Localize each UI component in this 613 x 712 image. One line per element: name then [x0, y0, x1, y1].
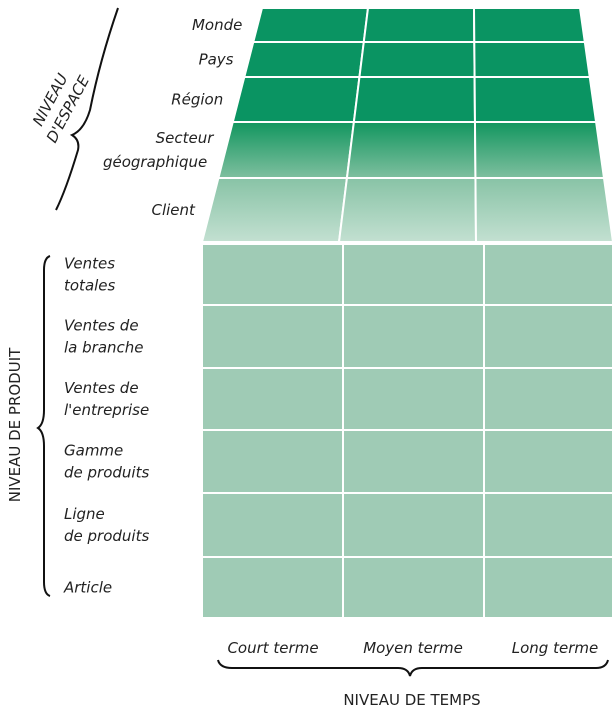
product-brace — [36, 255, 51, 597]
space-cell — [473, 41, 591, 78]
space-level-label: Client — [151, 201, 196, 219]
product-level-label: de produits — [64, 464, 149, 482]
product-level-label: de produits — [64, 527, 149, 545]
product-cell — [342, 556, 485, 619]
product-level-label: Article — [63, 579, 112, 597]
space-cell — [473, 121, 606, 179]
product-cell — [342, 367, 485, 431]
space-cell — [337, 177, 478, 243]
space-cell — [243, 41, 365, 78]
space-level-label: Région — [171, 91, 223, 109]
product-cell — [201, 556, 344, 619]
space-level-label: Monde — [192, 16, 242, 34]
product-level-label: Gamme — [64, 442, 123, 460]
time-level-label: Moyen terme — [363, 639, 463, 657]
product-level-label: Ventes de — [64, 317, 139, 335]
space-level-label: Secteur — [156, 129, 215, 147]
space-level-label: géographique — [103, 153, 207, 171]
time-level-label: Court terme — [227, 639, 318, 657]
product-cell — [342, 304, 485, 369]
time-axis-label: NIVEAU DE TEMPS — [343, 691, 480, 709]
product-cell — [201, 243, 344, 306]
product-level-label: Ventes de — [64, 379, 139, 397]
space-cell — [472, 7, 586, 43]
product-cell — [342, 243, 485, 306]
product-cell — [483, 243, 613, 306]
space-cell — [231, 76, 361, 123]
space-cell — [474, 177, 613, 243]
product-cell — [342, 492, 485, 558]
product-cell — [483, 492, 613, 558]
space-cell — [358, 41, 476, 78]
space-cell — [200, 177, 349, 243]
product-axis-label: NIVEAU DE PRODUIT — [6, 347, 24, 502]
space-cell — [362, 7, 476, 43]
product-cell — [483, 556, 613, 619]
time-level-label: Long terme — [512, 639, 598, 657]
product-level-label: l'entreprise — [64, 401, 149, 419]
product-cell — [342, 429, 485, 494]
time-brace — [217, 659, 609, 677]
product-level-label: Ligne — [64, 505, 105, 523]
space-brace — [55, 7, 119, 211]
product-level-label: la branche — [64, 339, 144, 357]
product-cell — [201, 429, 344, 494]
product-cell — [201, 492, 344, 558]
space-cell — [352, 76, 476, 123]
space-level-label: Pays — [199, 51, 234, 69]
product-cell — [483, 429, 613, 494]
space-cell — [473, 76, 598, 123]
product-cell — [483, 367, 613, 431]
product-cell — [201, 304, 344, 369]
space-cell — [217, 121, 356, 179]
product-level-label: Ventes — [64, 255, 115, 273]
product-level-label: totales — [64, 277, 116, 295]
space-cell — [251, 7, 370, 43]
space-cell — [345, 121, 477, 179]
product-cell — [483, 304, 613, 369]
product-cell — [201, 367, 344, 431]
